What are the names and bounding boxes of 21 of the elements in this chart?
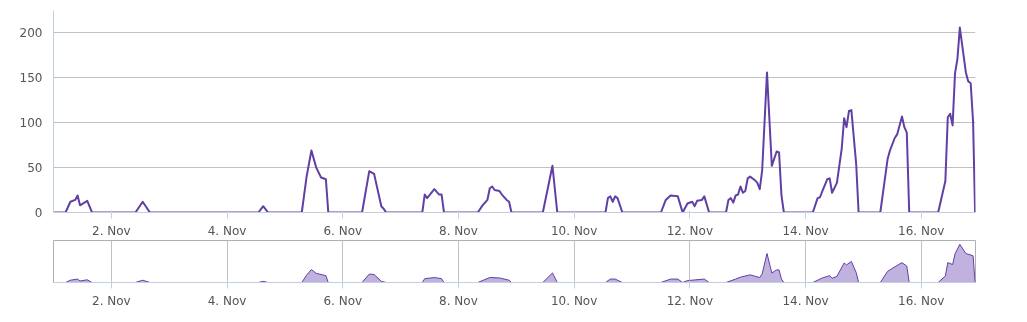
x-tick-label: 6. Nov bbox=[323, 293, 363, 308]
x-tick-label: 2. Nov bbox=[92, 223, 131, 238]
x-tick-label: 14. Nov bbox=[782, 293, 829, 308]
x-tick-label: 16. Nov bbox=[898, 223, 945, 238]
x-tick-label: 8. Nov bbox=[439, 293, 478, 308]
x-tick-label: 4. Nov bbox=[207, 293, 247, 308]
x-tick-label: 16. Nov bbox=[898, 293, 945, 308]
y-tick-label: 150 bbox=[19, 71, 43, 86]
y-tick-label: 0 bbox=[34, 206, 43, 220]
x-tick-label: 12. Nov bbox=[666, 293, 714, 308]
x-tick-label: 2. Nov bbox=[92, 293, 131, 308]
x-tick-label: 12. Nov bbox=[666, 223, 714, 238]
x-tick-label: 14. Nov bbox=[782, 223, 829, 238]
y-tick-label: 50 bbox=[27, 161, 43, 176]
y-tick-label: 200 bbox=[19, 26, 43, 41]
x-tick-label: 10. Nov bbox=[551, 293, 598, 308]
x-tick-label: 8. Nov bbox=[439, 223, 478, 238]
x-tick-label: 10. Nov bbox=[551, 223, 598, 238]
y-tick-label: 100 bbox=[19, 116, 43, 131]
x-tick-label: 6. Nov bbox=[323, 223, 363, 238]
x-tick-label: 4. Nov bbox=[207, 223, 247, 238]
